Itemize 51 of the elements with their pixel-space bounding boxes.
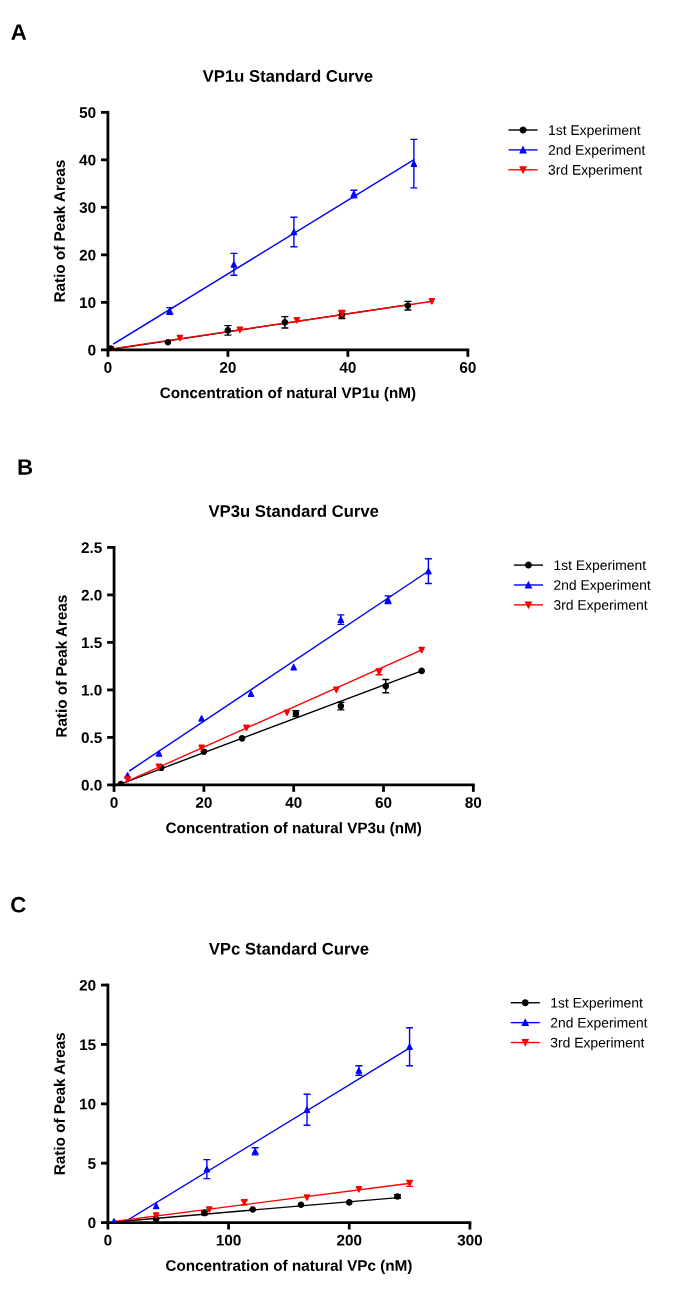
- x-tick-label: 40: [285, 797, 302, 808]
- y-axis-title: Ratio of Peak Areas: [53, 160, 65, 302]
- x-tick-label: 20: [195, 797, 212, 808]
- x-tick-label: 80: [465, 797, 482, 808]
- y-tick-label: 1.5: [81, 637, 102, 649]
- y-tick-label: 0: [88, 1217, 96, 1229]
- legend-label: 1st Experiment: [554, 559, 646, 573]
- chart-title: VP3u Standard Curve: [208, 504, 379, 518]
- legend-label: 2nd Experiment: [554, 579, 651, 593]
- y-axis-title: Ratio of Peak Areas: [53, 1032, 65, 1175]
- y-tick-label: 50: [79, 107, 96, 118]
- y-tick-label: 10: [80, 1098, 96, 1110]
- chart-title: VPc Standard Curve: [208, 942, 369, 955]
- y-tick-label: 20: [79, 979, 96, 991]
- x-axis-title: Concentration of natural VP1u (nM): [160, 387, 416, 402]
- y-tick-label: 0.0: [81, 779, 102, 791]
- legend-label: 3rd Experiment: [548, 164, 643, 178]
- x-tick-label: 0: [110, 797, 118, 808]
- text: A: [11, 24, 27, 40]
- legend-label: 2nd Experiment: [550, 1017, 648, 1031]
- x-tick-label: 60: [459, 362, 476, 373]
- y-tick-label: 10: [80, 297, 96, 309]
- x-tick-label: 40: [339, 362, 356, 373]
- legend-label: 1st Experiment: [551, 997, 643, 1011]
- text: B: [18, 459, 33, 475]
- x-tick-label: 200: [337, 1234, 362, 1246]
- text: C: [11, 896, 26, 913]
- legend-label: 3rd Experiment: [550, 1037, 645, 1051]
- y-tick-label: 1.0: [81, 684, 102, 696]
- y-tick-label: 0.5: [81, 732, 102, 744]
- x-tick-label: 0: [104, 1234, 112, 1246]
- chart-title: VP1u Standard Curve: [202, 69, 373, 82]
- y-axis-title: Ratio of Peak Areas: [55, 595, 67, 737]
- x-axis-title: Concentration of natural VPc (nM): [166, 1259, 412, 1274]
- y-tick-label: 2.0: [81, 589, 102, 601]
- y-tick-label: 20: [79, 249, 96, 261]
- x-tick-label: 60: [375, 797, 392, 808]
- legend-label: 2nd Experiment: [548, 144, 646, 158]
- x-tick-label: 300: [457, 1234, 483, 1246]
- x-axis-title: Concentration of natural VP3u (nM): [166, 822, 422, 837]
- y-tick-label: 2.5: [81, 542, 102, 554]
- y-tick-label: 0: [88, 344, 96, 356]
- y-tick-label: 40: [79, 154, 96, 166]
- x-tick-label: 100: [216, 1234, 241, 1246]
- legend-label: 3rd Experiment: [553, 599, 648, 613]
- y-tick-label: 5: [88, 1158, 96, 1169]
- y-tick-label: 30: [79, 202, 96, 214]
- y-tick-label: 15: [80, 1039, 96, 1051]
- legend-label: 1st Experiment: [549, 124, 641, 138]
- x-tick-label: 0: [104, 362, 112, 373]
- x-tick-label: 20: [219, 362, 236, 373]
